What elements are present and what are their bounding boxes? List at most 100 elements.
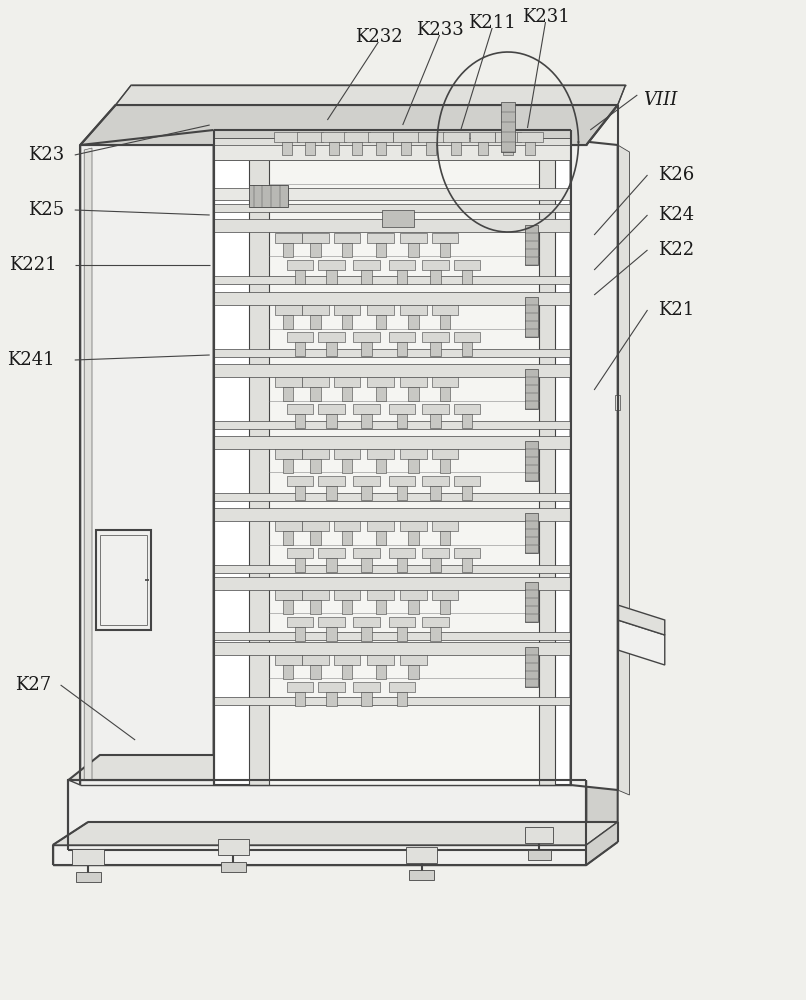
Polygon shape	[275, 305, 301, 315]
Polygon shape	[286, 617, 314, 627]
Polygon shape	[440, 459, 451, 473]
Polygon shape	[432, 233, 459, 243]
Polygon shape	[361, 692, 372, 706]
Polygon shape	[84, 148, 92, 780]
Polygon shape	[214, 493, 571, 501]
Polygon shape	[401, 655, 427, 665]
Polygon shape	[318, 332, 345, 342]
Polygon shape	[368, 377, 394, 387]
Polygon shape	[334, 305, 360, 315]
Polygon shape	[275, 233, 301, 243]
Polygon shape	[353, 260, 380, 270]
Polygon shape	[440, 243, 451, 257]
Polygon shape	[397, 414, 407, 428]
Polygon shape	[422, 332, 449, 342]
Polygon shape	[283, 243, 293, 257]
Polygon shape	[409, 665, 419, 679]
Polygon shape	[422, 617, 449, 627]
Polygon shape	[342, 665, 352, 679]
Polygon shape	[69, 755, 617, 780]
Polygon shape	[295, 558, 305, 572]
Polygon shape	[310, 243, 321, 257]
Polygon shape	[214, 147, 571, 160]
Polygon shape	[310, 459, 321, 473]
Polygon shape	[342, 600, 352, 614]
Polygon shape	[342, 459, 352, 473]
Polygon shape	[432, 449, 459, 459]
Polygon shape	[432, 377, 459, 387]
Polygon shape	[440, 531, 451, 545]
Polygon shape	[526, 297, 538, 337]
Polygon shape	[526, 513, 538, 553]
Polygon shape	[249, 145, 268, 785]
Polygon shape	[310, 531, 321, 545]
Polygon shape	[368, 590, 394, 600]
Polygon shape	[283, 665, 293, 679]
Polygon shape	[286, 332, 314, 342]
Polygon shape	[376, 600, 386, 614]
Polygon shape	[422, 548, 449, 558]
Polygon shape	[221, 862, 246, 872]
Polygon shape	[430, 270, 441, 284]
Polygon shape	[214, 632, 571, 640]
Polygon shape	[617, 620, 665, 665]
Polygon shape	[422, 260, 449, 270]
Polygon shape	[388, 617, 415, 627]
Polygon shape	[388, 332, 415, 342]
Polygon shape	[368, 305, 394, 315]
Polygon shape	[214, 145, 571, 160]
Polygon shape	[361, 627, 372, 641]
Polygon shape	[376, 531, 386, 545]
Polygon shape	[268, 145, 539, 785]
Polygon shape	[283, 315, 293, 329]
Polygon shape	[361, 414, 372, 428]
Polygon shape	[368, 655, 394, 665]
Polygon shape	[353, 682, 380, 692]
Polygon shape	[409, 459, 419, 473]
Polygon shape	[432, 305, 459, 315]
Polygon shape	[462, 486, 472, 500]
Polygon shape	[462, 558, 472, 572]
Polygon shape	[302, 305, 329, 315]
Polygon shape	[432, 590, 459, 600]
Polygon shape	[275, 449, 301, 459]
Polygon shape	[214, 421, 571, 429]
Polygon shape	[286, 476, 314, 486]
Polygon shape	[388, 404, 415, 414]
Polygon shape	[397, 342, 407, 356]
Polygon shape	[286, 548, 314, 558]
Polygon shape	[318, 682, 345, 692]
Polygon shape	[302, 590, 329, 600]
Polygon shape	[81, 130, 586, 145]
Polygon shape	[214, 138, 571, 150]
Polygon shape	[352, 142, 362, 155]
Polygon shape	[326, 414, 337, 428]
Polygon shape	[462, 270, 472, 284]
Text: K233: K233	[416, 21, 463, 39]
Polygon shape	[526, 225, 538, 265]
Polygon shape	[376, 387, 386, 401]
Polygon shape	[318, 548, 345, 558]
Polygon shape	[214, 508, 571, 521]
Polygon shape	[409, 243, 419, 257]
Polygon shape	[401, 233, 427, 243]
Polygon shape	[409, 387, 419, 401]
Polygon shape	[214, 697, 571, 705]
Polygon shape	[361, 558, 372, 572]
Polygon shape	[353, 617, 380, 627]
Polygon shape	[218, 839, 249, 855]
Polygon shape	[342, 243, 352, 257]
Polygon shape	[368, 449, 394, 459]
Polygon shape	[397, 627, 407, 641]
Polygon shape	[342, 531, 352, 545]
Polygon shape	[397, 486, 407, 500]
Polygon shape	[409, 870, 434, 880]
Polygon shape	[318, 476, 345, 486]
Polygon shape	[214, 364, 571, 377]
Polygon shape	[334, 233, 360, 243]
Polygon shape	[440, 387, 451, 401]
Polygon shape	[283, 531, 293, 545]
Polygon shape	[501, 102, 515, 152]
Polygon shape	[69, 780, 586, 850]
Text: K23: K23	[28, 146, 64, 164]
